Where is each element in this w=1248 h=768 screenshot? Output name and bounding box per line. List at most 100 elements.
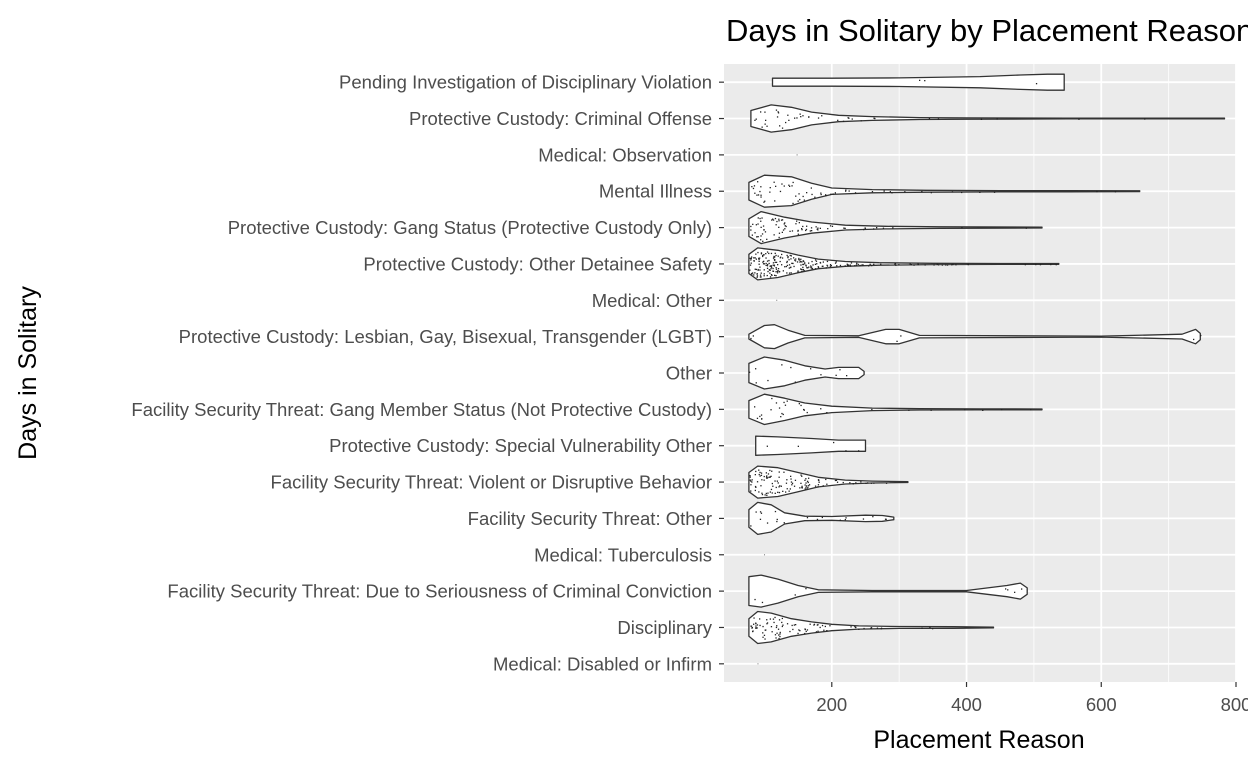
data-point [763, 263, 765, 265]
data-point [1025, 227, 1027, 229]
data-point [771, 470, 773, 472]
data-point [835, 261, 837, 263]
data-point [900, 335, 902, 337]
data-point [762, 254, 764, 257]
data-point [928, 118, 931, 120]
data-point [798, 222, 800, 224]
data-point [771, 266, 773, 268]
data-point [836, 265, 838, 267]
data-point [797, 632, 799, 635]
data-point [790, 481, 793, 483]
data-point [770, 409, 772, 411]
data-point [806, 485, 808, 487]
y-tick-label: Protective Custody: Special Vulnerabilit… [329, 435, 712, 456]
data-point [830, 193, 832, 195]
data-point [843, 227, 845, 229]
data-point [760, 472, 763, 474]
data-point [952, 263, 954, 266]
data-point [778, 220, 780, 222]
data-point [790, 258, 792, 260]
data-point [898, 264, 900, 266]
data-point [820, 192, 822, 194]
data-point [864, 227, 866, 229]
data-point [809, 230, 811, 232]
data-point [795, 195, 797, 197]
data-point [806, 192, 808, 194]
data-point [753, 260, 755, 262]
data-point [785, 225, 787, 228]
data-point [763, 275, 765, 277]
data-point [774, 616, 776, 619]
data-point [795, 258, 797, 260]
data-point [792, 181, 794, 184]
data-point [756, 236, 758, 238]
data-point [759, 475, 761, 477]
data-point [788, 259, 790, 261]
data-point [806, 267, 808, 269]
data-point [781, 617, 783, 620]
data-point [785, 121, 787, 124]
data-point [765, 262, 767, 265]
data-point [910, 264, 912, 266]
data-point [809, 623, 811, 625]
data-point [754, 268, 756, 270]
data-point [814, 196, 816, 198]
data-point [786, 272, 788, 274]
data-point [792, 628, 794, 631]
data-point [776, 480, 778, 482]
data-point [781, 253, 783, 256]
data-point [793, 624, 795, 626]
data-point [839, 264, 842, 267]
data-point [1144, 118, 1146, 120]
data-point [762, 225, 765, 227]
data-point [1014, 591, 1016, 593]
data-point [797, 270, 799, 272]
data-point [769, 269, 771, 271]
data-point [772, 270, 774, 272]
data-point [759, 266, 761, 268]
data-point [761, 418, 763, 420]
data-point [750, 625, 752, 627]
data-point [800, 116, 802, 118]
data-point [794, 381, 796, 383]
data-point [776, 518, 778, 521]
data-point [785, 265, 787, 268]
data-point [817, 630, 819, 632]
data-point [805, 482, 807, 484]
data-point [804, 628, 806, 631]
data-point [810, 267, 812, 269]
data-point [763, 201, 765, 203]
data-point [848, 190, 850, 192]
data-point [929, 626, 931, 628]
data-point [874, 117, 876, 120]
data-point [803, 260, 805, 263]
data-point [760, 111, 762, 113]
data-point [1021, 588, 1023, 590]
data-point [751, 481, 753, 483]
data-point [844, 265, 846, 267]
violin-shape [750, 104, 1226, 133]
data-point [791, 262, 793, 264]
data-point [762, 263, 765, 265]
data-point [769, 618, 771, 620]
data-point [805, 486, 807, 488]
y-tick-label: Protective Custody: Other Detainee Safet… [363, 253, 712, 274]
data-point [760, 239, 762, 241]
data-point [771, 492, 773, 494]
data-point [799, 261, 801, 263]
y-tick-label: Facility Security Threat: Gang Member St… [131, 399, 712, 420]
data-point [775, 185, 777, 187]
data-point [826, 630, 828, 632]
data-point [801, 487, 803, 489]
data-point [769, 476, 771, 478]
data-point [753, 274, 755, 276]
data-point [793, 265, 795, 268]
data-point [812, 264, 814, 266]
data-point [784, 266, 786, 268]
data-point [755, 470, 757, 473]
data-point [1078, 118, 1080, 120]
data-point [773, 181, 775, 183]
data-point [844, 519, 846, 521]
data-point [804, 488, 806, 490]
data-point [755, 627, 757, 629]
